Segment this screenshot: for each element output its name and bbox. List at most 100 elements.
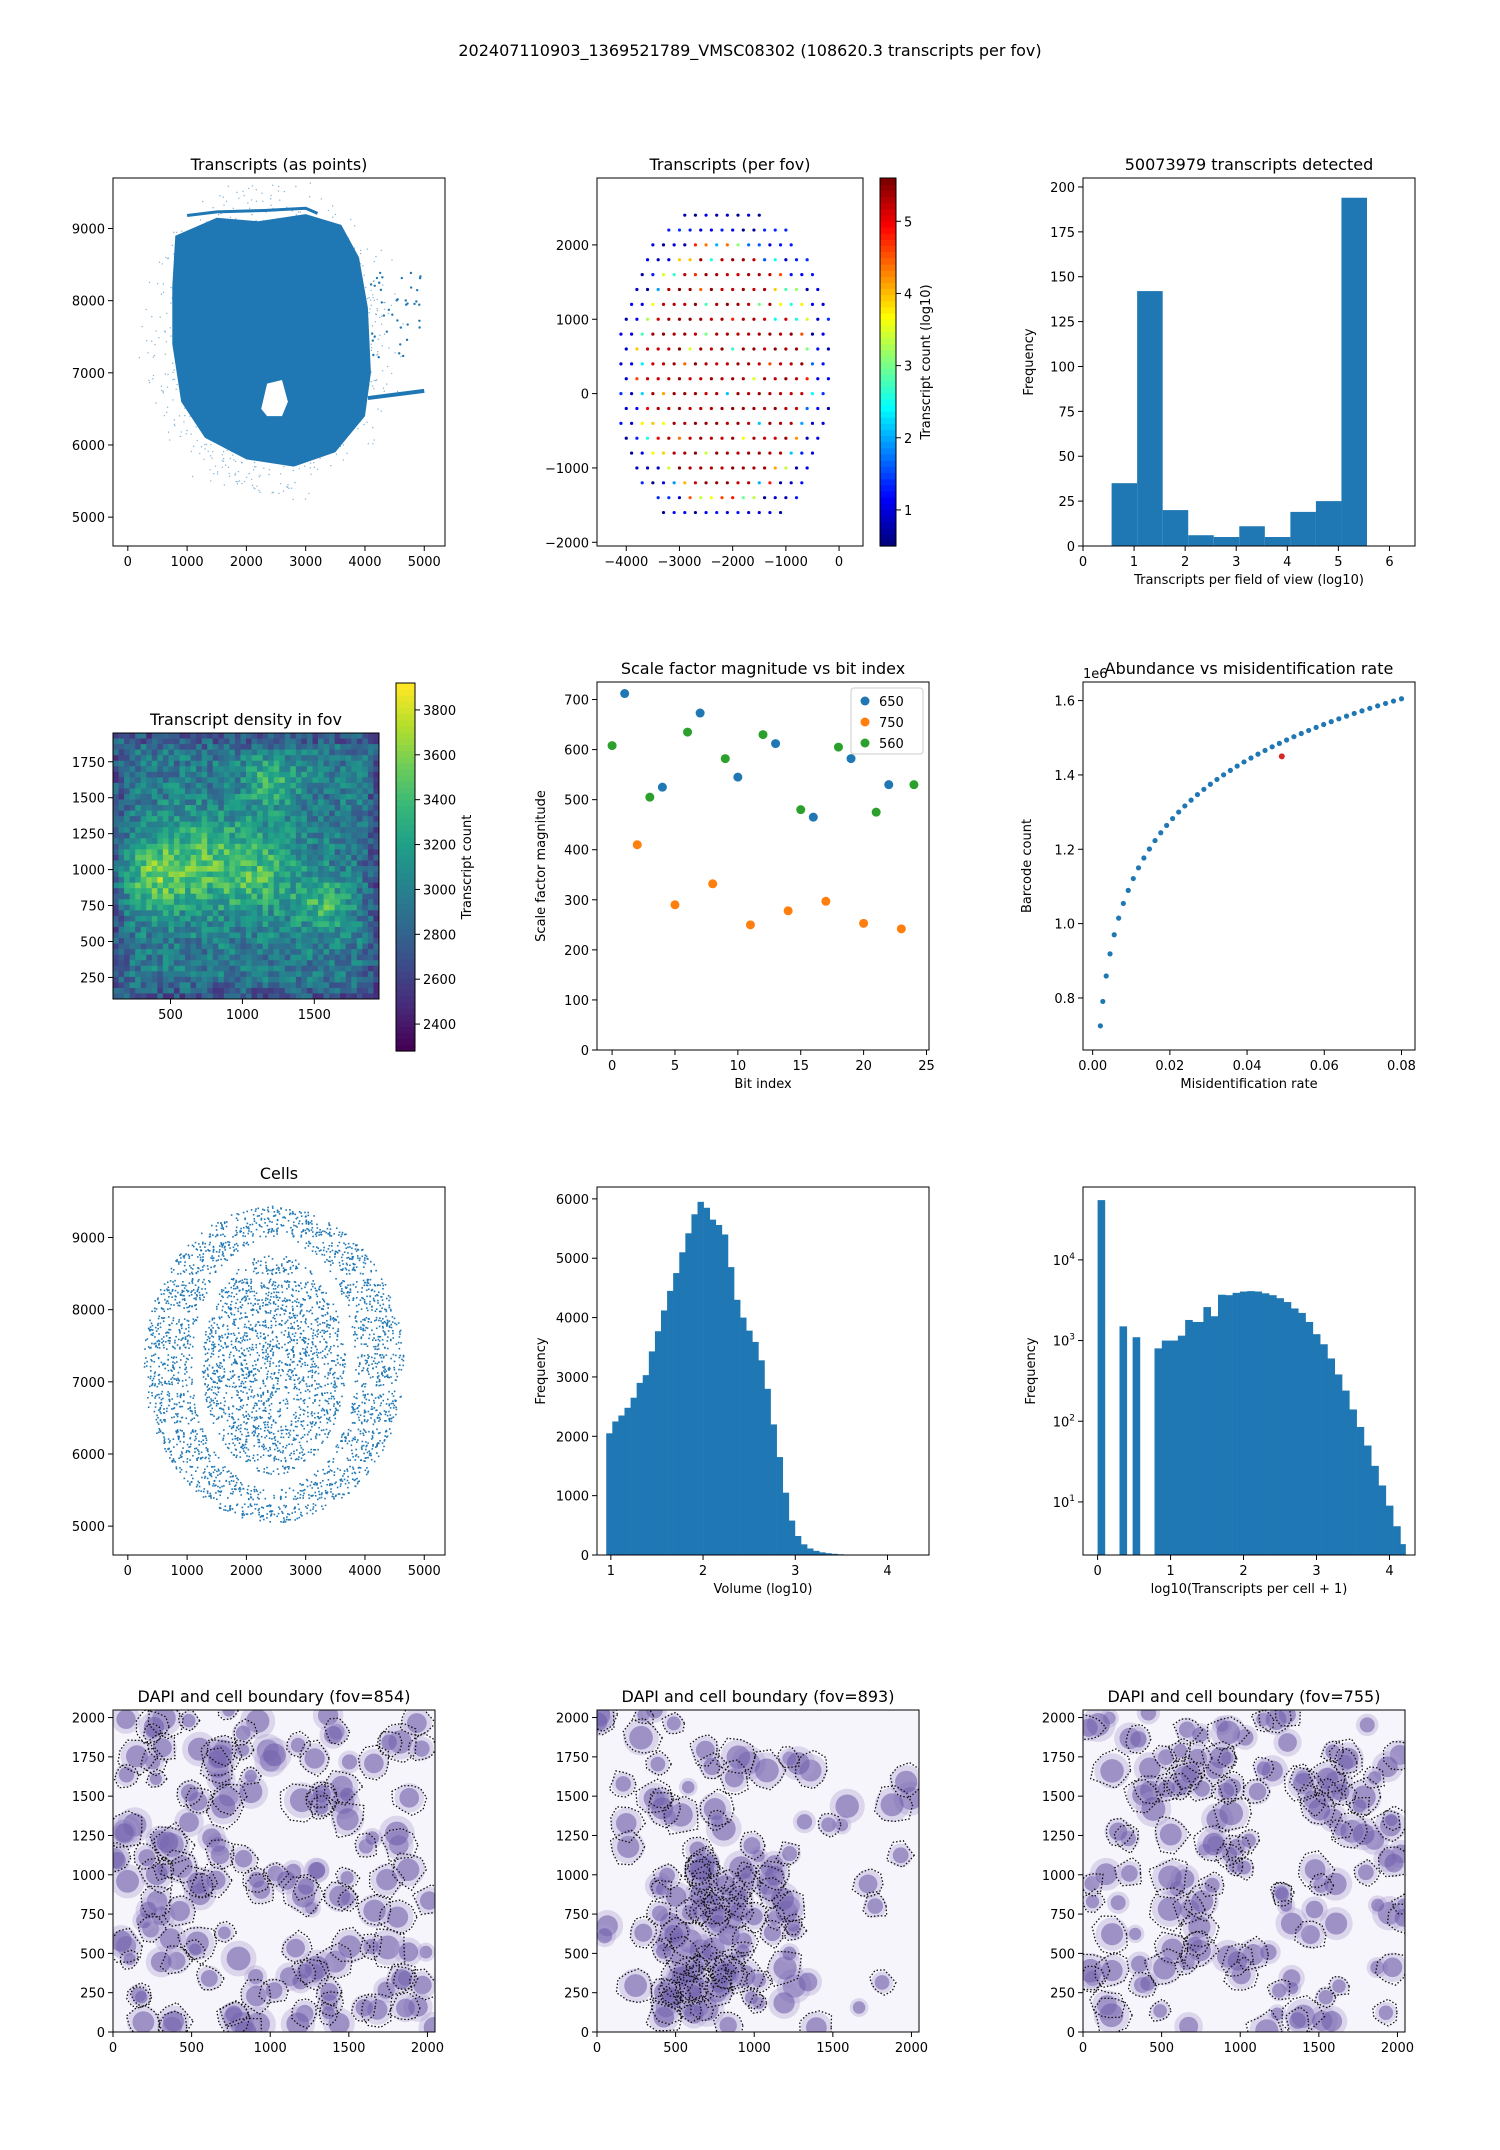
cell-point <box>332 1458 335 1460</box>
density-cell <box>329 987 336 994</box>
density-cell <box>329 827 336 834</box>
transcript-point <box>279 473 282 475</box>
density-cell <box>118 971 125 978</box>
cell-point <box>307 1228 310 1231</box>
colorbar-tick-label: 3600 <box>423 749 456 764</box>
density-cell <box>284 755 291 762</box>
density-cell <box>118 866 125 872</box>
transcript-point <box>409 286 413 289</box>
fov-point <box>821 332 825 336</box>
density-cell <box>251 993 258 1000</box>
cell-point <box>268 1345 271 1348</box>
cell-point <box>199 1259 202 1261</box>
cell-point <box>262 1454 265 1457</box>
density-cell <box>262 799 269 806</box>
density-cell <box>223 782 230 789</box>
density-cell <box>113 805 119 811</box>
density-cell <box>279 749 286 756</box>
axes-title: 50073979 transcripts detected <box>1125 155 1374 174</box>
density-cell <box>268 788 275 795</box>
density-cell <box>262 926 269 933</box>
fov-point <box>677 377 682 381</box>
transcript-point <box>387 312 390 315</box>
transcript-point <box>152 356 155 358</box>
transcript-point <box>166 406 169 408</box>
colorbar-segment <box>396 811 415 819</box>
density-cell <box>207 793 214 800</box>
cell-point <box>342 1370 345 1373</box>
fov-point <box>693 362 698 366</box>
density-cell <box>268 921 275 928</box>
cell-point <box>322 1468 324 1471</box>
density-cell <box>118 921 125 928</box>
density-cell <box>124 793 131 800</box>
density-cell <box>246 915 252 922</box>
cell-point <box>364 1411 367 1413</box>
cell-point <box>149 1347 151 1349</box>
cell-point <box>237 1268 240 1271</box>
density-cell <box>345 843 352 850</box>
density-cell <box>262 782 269 789</box>
transcript-point <box>290 487 293 489</box>
density-cell <box>179 766 186 773</box>
transcript-point <box>279 483 282 485</box>
density-cell <box>196 904 203 911</box>
density-cell <box>173 921 180 928</box>
colorbar-segment <box>880 227 896 234</box>
cell-point <box>365 1398 368 1401</box>
cell-point <box>311 1487 314 1489</box>
cell-point <box>322 1305 325 1307</box>
density-cell <box>162 854 169 861</box>
density-cell <box>223 882 230 889</box>
density-cell <box>268 832 275 839</box>
density-cell <box>190 749 197 756</box>
density-cell <box>135 827 142 834</box>
density-cell <box>306 788 313 795</box>
density-cell <box>240 976 247 983</box>
transcript-point <box>207 450 209 452</box>
colorbar-segment <box>880 239 896 247</box>
cell-point <box>240 1364 243 1366</box>
cell-point <box>192 1336 195 1339</box>
density-cell <box>179 982 186 989</box>
x-tick-label: −4000 <box>604 555 648 570</box>
density-cell <box>118 965 125 972</box>
cell-point <box>336 1486 339 1489</box>
density-cell <box>334 827 341 834</box>
cell-point <box>239 1456 242 1458</box>
density-cell <box>340 771 347 778</box>
density-cell <box>168 749 175 756</box>
density-cell <box>173 788 180 795</box>
cell-point <box>351 1252 353 1255</box>
density-cell <box>246 849 252 856</box>
fov-point <box>645 287 650 292</box>
density-cell <box>356 987 363 994</box>
cell-point <box>262 1304 264 1307</box>
density-cell <box>162 793 169 800</box>
transcript-point <box>248 207 251 209</box>
density-cell <box>290 854 297 861</box>
density-cell <box>201 915 208 922</box>
cell-point <box>192 1245 195 1248</box>
cell-point <box>250 1278 252 1281</box>
cell-point <box>255 1228 258 1231</box>
density-cell <box>113 954 119 961</box>
cell-point <box>195 1248 198 1250</box>
density-cell <box>290 843 297 850</box>
colorbar-segment <box>880 527 896 535</box>
cell-point <box>224 1509 227 1512</box>
curve-point <box>1120 900 1126 907</box>
density-cell <box>295 926 302 933</box>
density-cell <box>179 987 186 994</box>
cell-point <box>209 1233 211 1236</box>
series-point-650 <box>657 782 667 792</box>
transcript-point <box>373 388 375 390</box>
density-cell <box>234 877 241 884</box>
density-cell <box>273 805 280 811</box>
density-cell <box>362 805 369 811</box>
density-cell <box>223 771 230 778</box>
cell-point <box>176 1259 178 1261</box>
density-cell <box>223 921 230 928</box>
density-cell <box>301 782 308 789</box>
density-cell <box>356 949 363 956</box>
